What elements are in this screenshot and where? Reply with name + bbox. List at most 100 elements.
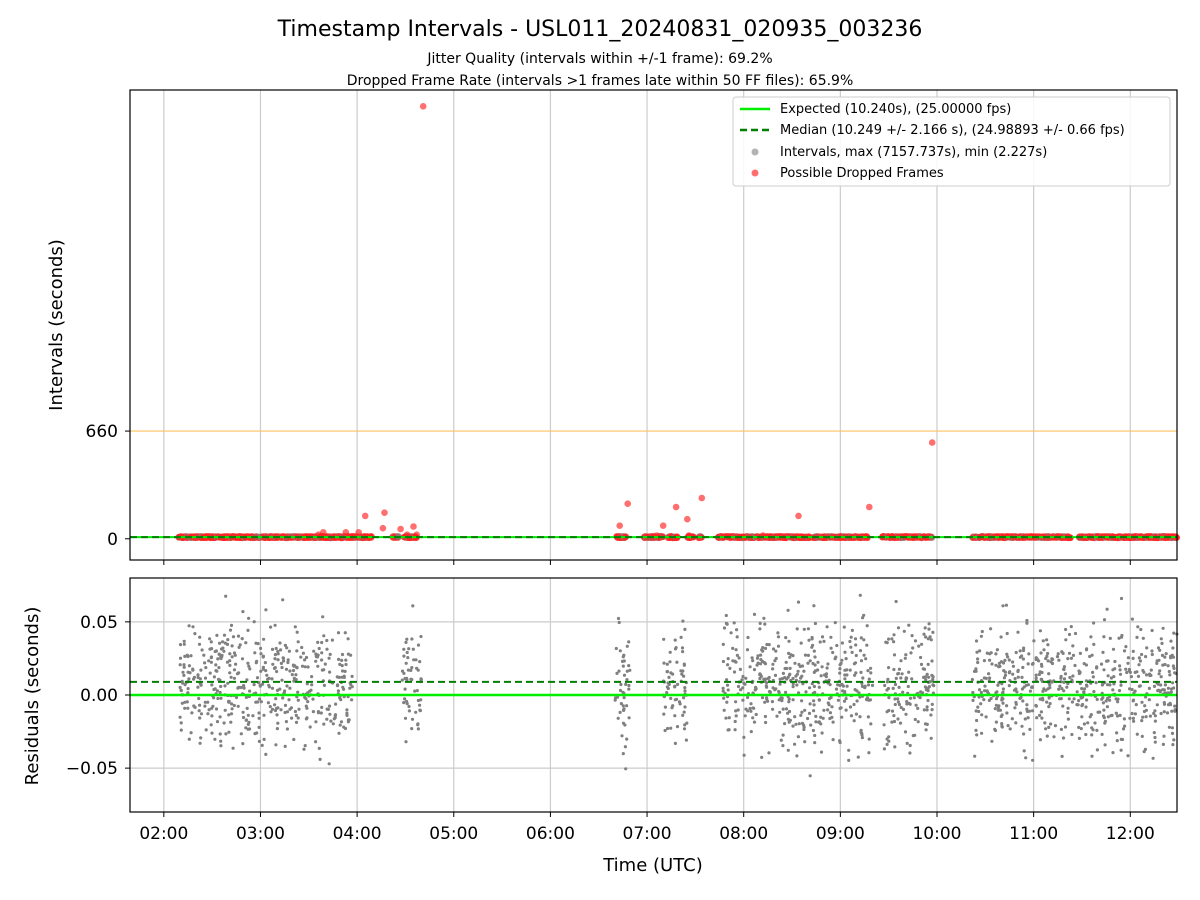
residual-point-5-151 (859, 670, 863, 675)
residual-point-7-223 (1001, 687, 1006, 691)
residual-point-0-453 (235, 672, 240, 676)
dropped-frame-outlier-11 (355, 529, 363, 536)
residual-point-0-277 (214, 649, 218, 653)
residual-point-4-172 (752, 612, 757, 617)
residual-point-4-188 (733, 728, 737, 732)
residual-point-7-380 (1126, 661, 1130, 665)
residual-point-7-92 (1044, 727, 1048, 731)
residual-point-5-115 (845, 684, 849, 688)
residual-point-7-61 (1092, 690, 1096, 694)
residual-point-7-511 (1115, 739, 1119, 743)
residual-point-0-359 (187, 677, 191, 681)
residual-point-4-136 (742, 753, 746, 757)
residual-point-6-80 (893, 682, 898, 687)
residual-point-5-70 (835, 643, 839, 648)
residual-point-4-13 (791, 724, 795, 728)
residual-point-5-48 (818, 640, 822, 644)
residual-point-6-104 (887, 739, 891, 743)
residual-point-7-321 (1066, 706, 1070, 710)
residual-point-7-520 (1105, 607, 1109, 611)
residual-point-0-98 (319, 711, 323, 715)
residual-point-7-95 (1114, 711, 1118, 715)
residual-point-3-9 (668, 660, 672, 664)
residual-point-7-471 (1032, 639, 1036, 643)
residual-point-7-444 (1065, 685, 1069, 689)
residual-point-7-365 (977, 688, 982, 692)
residual-point-5-64 (819, 674, 823, 678)
legend-label-median: Median (10.249 +/- 2.166 s), (24.98893 +… (780, 123, 1125, 138)
residual-point-7-515 (1020, 675, 1024, 680)
residual-point-3-65 (679, 669, 683, 673)
residual-point-6-98 (913, 717, 917, 722)
residual-point-4-228 (784, 636, 788, 640)
residual-point-7-54 (988, 676, 992, 680)
residual-point-4-226 (797, 680, 802, 684)
residual-point-6-12 (923, 626, 927, 630)
residual-point-6-45 (925, 672, 929, 677)
residual-point-7-271 (1014, 721, 1018, 725)
residual-point-2-10 (623, 745, 628, 749)
residual-point-7-9 (1018, 649, 1022, 653)
residual-point-4-258 (758, 673, 762, 677)
residual-point-0-33 (183, 654, 187, 659)
residual-point-4-206 (806, 661, 810, 665)
residual-point-0-444 (241, 742, 245, 746)
residual-point-7-23 (1078, 651, 1082, 656)
residual-point-5-26 (848, 668, 852, 672)
residual-point-0-345 (274, 697, 278, 701)
residual-point-0-67 (198, 635, 202, 639)
residual-point-6-48 (907, 670, 911, 674)
residual-point-0-454 (216, 657, 220, 661)
residual-point-0-172 (266, 701, 270, 705)
legend-dropped-marker (751, 169, 759, 177)
residual-point-7-446 (1116, 697, 1120, 701)
residual-point-4-243 (802, 669, 806, 673)
legend-label-expected: Expected (10.240s), (25.00000 fps) (780, 102, 1011, 117)
residual-point-6-75 (924, 728, 928, 732)
residual-point-6-91 (905, 741, 909, 746)
residual-point-0-168 (209, 640, 213, 644)
residual-point-4-119 (795, 683, 799, 687)
residual-point-0-152 (198, 716, 202, 720)
residual-point-4-201 (786, 748, 790, 752)
residual-point-4-115 (722, 708, 726, 712)
residual-point-7-396 (1016, 669, 1020, 674)
residual-point-7-414 (1011, 664, 1016, 668)
residual-point-0-460 (196, 685, 200, 689)
residual-point-4-80 (770, 700, 775, 704)
residual-point-7-127 (1001, 701, 1005, 705)
residual-point-3-63 (662, 661, 666, 665)
residual-point-7-569 (999, 660, 1004, 664)
residual-point-0-248 (196, 673, 200, 677)
dropped-frame-outlier-13 (624, 500, 631, 508)
residual-point-4-110 (797, 691, 801, 695)
residual-point-0-196 (236, 704, 240, 708)
residual-point-7-100 (1091, 675, 1095, 679)
residual-point-0-378 (257, 716, 261, 720)
residual-point-7-548 (1038, 713, 1042, 718)
residual-point-7-466 (1162, 688, 1166, 692)
residual-point-4-153 (728, 666, 732, 671)
residual-point-0-34 (247, 616, 251, 620)
residual-point-0-342 (241, 710, 245, 714)
residual-point-0-236 (287, 698, 291, 702)
residual-point-6-67 (887, 696, 891, 700)
residual-point-7-281 (1105, 659, 1109, 663)
residual-point-3-49 (667, 675, 671, 680)
residual-point-0-407 (340, 675, 344, 679)
residual-point-5-141 (848, 705, 853, 709)
residual-point-4-250 (753, 688, 757, 692)
bottom-ytick-label-0: 0.05 (80, 613, 118, 633)
residual-point-4-196 (742, 681, 746, 685)
residual-point-4-56 (736, 684, 741, 689)
residual-point-3-39 (665, 685, 670, 689)
residual-point-1-47 (412, 658, 416, 662)
residual-point-7-179 (1040, 716, 1044, 720)
residual-point-7-512 (1022, 749, 1026, 753)
residual-point-6-129 (892, 667, 896, 672)
residual-point-0-244 (215, 689, 219, 693)
residual-point-7-255 (1131, 656, 1135, 661)
residual-point-4-100 (749, 702, 753, 706)
residual-point-7-486 (1141, 636, 1145, 640)
residual-point-1-26 (406, 656, 410, 660)
